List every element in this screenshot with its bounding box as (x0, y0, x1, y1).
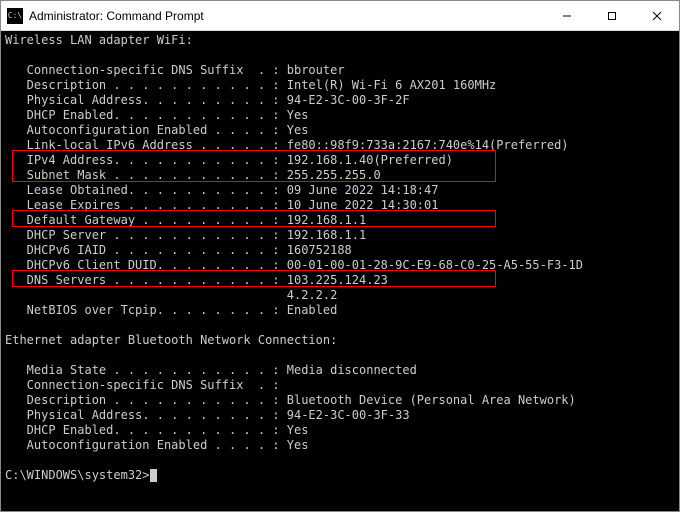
window-title: Administrator: Command Prompt (29, 9, 544, 23)
terminal-line: Ethernet adapter Bluetooth Network Conne… (5, 333, 675, 348)
terminal-line: DHCPv6 Client DUID. . . . . . . . : 00-0… (5, 258, 675, 273)
titlebar[interactable]: C:\ Administrator: Command Prompt (1, 1, 679, 31)
terminal-line: DHCP Enabled. . . . . . . . . . . : Yes (5, 108, 675, 123)
terminal-line (5, 318, 675, 333)
terminal-output[interactable]: Wireless LAN adapter WiFi: Connection-sp… (1, 31, 679, 511)
cmd-icon: C:\ (7, 8, 23, 24)
terminal-line (5, 453, 675, 468)
terminal-line: IPv4 Address. . . . . . . . . . . : 192.… (5, 153, 675, 168)
close-button[interactable] (634, 1, 679, 31)
terminal-line: Autoconfiguration Enabled . . . . : Yes (5, 438, 675, 453)
terminal-line: DHCP Server . . . . . . . . . . . : 192.… (5, 228, 675, 243)
terminal-line: Lease Obtained. . . . . . . . . . : 09 J… (5, 183, 675, 198)
terminal-line: Connection-specific DNS Suffix . : (5, 378, 675, 393)
cursor (150, 469, 157, 482)
cmd-window: C:\ Administrator: Command Prompt Wirele… (0, 0, 680, 512)
prompt-line: C:\WINDOWS\system32> (5, 468, 675, 483)
terminal-line: 4.2.2.2 (5, 288, 675, 303)
terminal-line: Media State . . . . . . . . . . . : Medi… (5, 363, 675, 378)
terminal-line: DHCP Enabled. . . . . . . . . . . : Yes (5, 423, 675, 438)
terminal-line: DNS Servers . . . . . . . . . . . : 103.… (5, 273, 675, 288)
terminal-line: Default Gateway . . . . . . . . . : 192.… (5, 213, 675, 228)
terminal-line: Physical Address. . . . . . . . . : 94-E… (5, 93, 675, 108)
minimize-button[interactable] (544, 1, 589, 31)
terminal-line: Description . . . . . . . . . . . : Inte… (5, 78, 675, 93)
terminal-line: Autoconfiguration Enabled . . . . : Yes (5, 123, 675, 138)
terminal-line: Subnet Mask . . . . . . . . . . . : 255.… (5, 168, 675, 183)
terminal-line: DHCPv6 IAID . . . . . . . . . . . : 1607… (5, 243, 675, 258)
terminal-line: Link-local IPv6 Address . . . . . : fe80… (5, 138, 675, 153)
terminal-line: Physical Address. . . . . . . . . : 94-E… (5, 408, 675, 423)
terminal-line: Wireless LAN adapter WiFi: (5, 33, 675, 48)
terminal-line: Description . . . . . . . . . . . : Blue… (5, 393, 675, 408)
terminal-line: Lease Expires . . . . . . . . . . : 10 J… (5, 198, 675, 213)
maximize-button[interactable] (589, 1, 634, 31)
terminal-line: NetBIOS over Tcpip. . . . . . . . : Enab… (5, 303, 675, 318)
terminal-line (5, 48, 675, 63)
terminal-line: Connection-specific DNS Suffix . : bbrou… (5, 63, 675, 78)
terminal-line (5, 348, 675, 363)
